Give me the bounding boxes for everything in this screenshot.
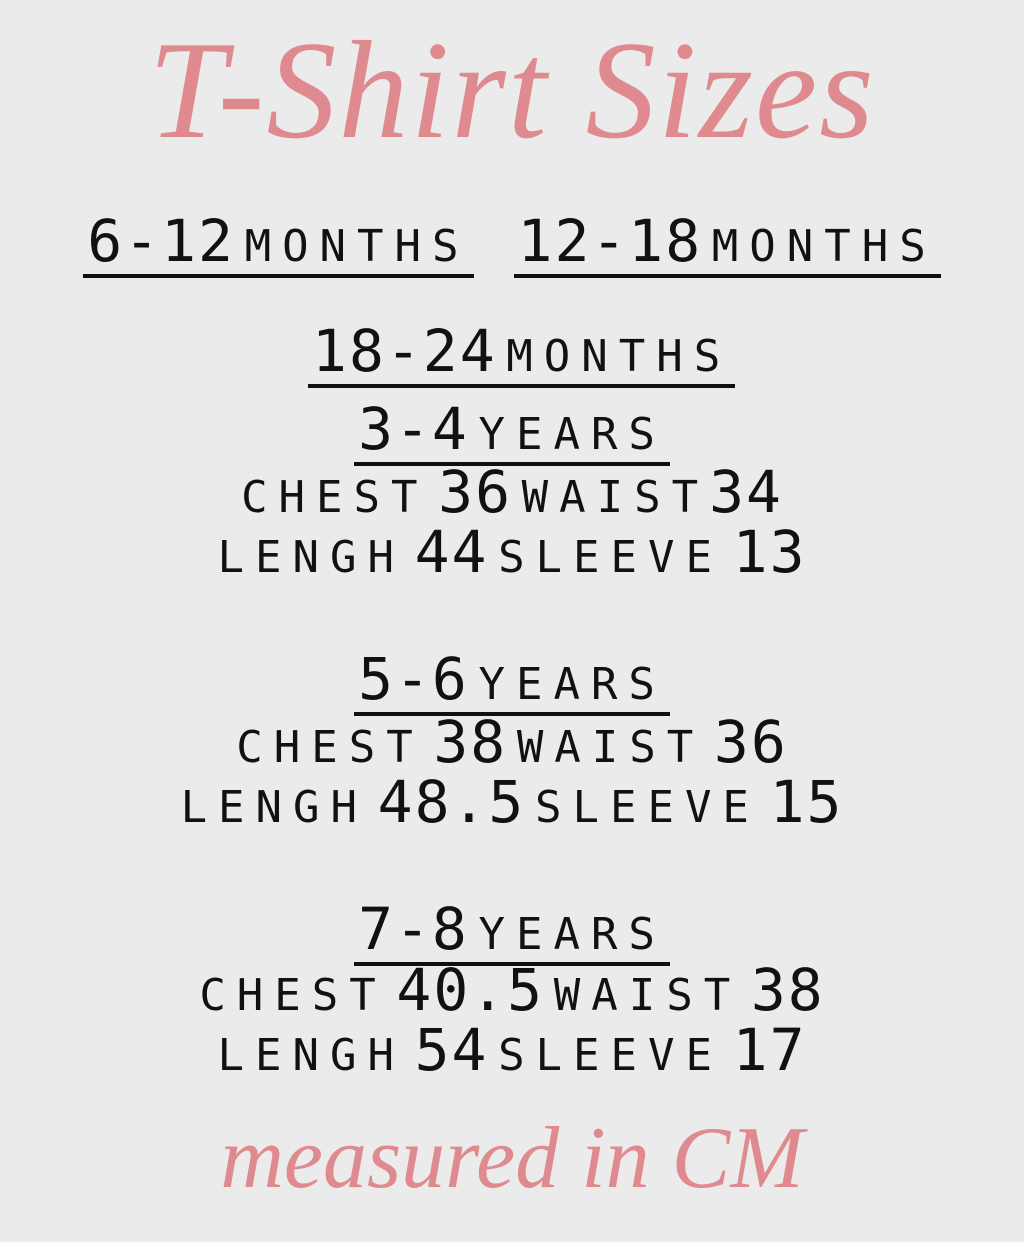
size-heading: 3-4 YEARS	[0, 400, 1024, 466]
units-note: measured in CM	[220, 1110, 804, 1207]
chest-waist-line: CHEST 40.5 WAIST 38	[199, 956, 825, 1024]
length-sleeve-line: LENGH 44 SLEEVE 13	[217, 518, 807, 586]
length-sleeve-line: LENGH 48.5 SLEEVE 15	[180, 768, 844, 836]
page-title: T-Shirt Sizes	[148, 13, 876, 168]
chest-waist-line: CHEST 38 WAIST 36	[236, 708, 788, 776]
size-heading: 7-8 YEARS	[0, 900, 1024, 966]
length-sleeve-line: LENGH 54 SLEEVE 17	[217, 1016, 807, 1084]
chest-waist-line: CHEST 36 WAIST34	[241, 458, 783, 526]
age-range-row: 6-12 MONTHS 12-18 MONTHS	[0, 212, 1024, 278]
age-range-heading: 18-24 MONTHS	[308, 322, 736, 388]
size-heading: 5-6 YEARS	[0, 650, 1024, 716]
age-range-heading: 6-12 MONTHS	[83, 212, 474, 278]
age-range-heading: 12-18 MONTHS	[513, 212, 941, 278]
age-range-row: 18-24 MONTHS	[0, 306, 1024, 388]
